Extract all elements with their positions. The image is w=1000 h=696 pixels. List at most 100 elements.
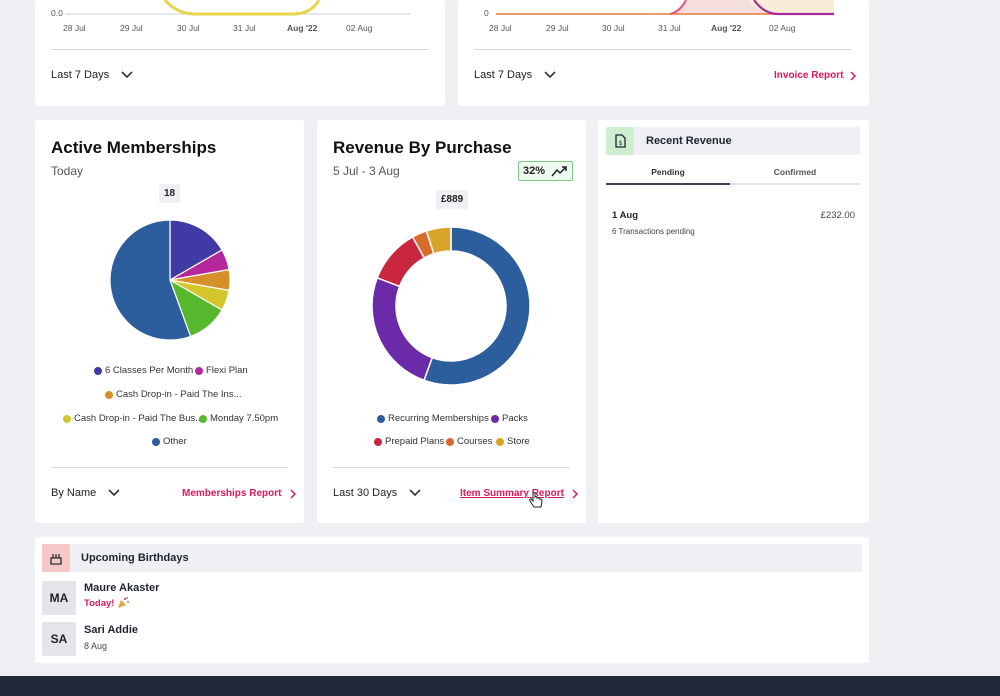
slice-packs[interactable] [372, 276, 434, 382]
x-axis-tick: 29 Jul [546, 23, 569, 33]
x-axis-tick: 30 Jul [177, 23, 200, 33]
birthday-when: Today! [84, 597, 130, 609]
chevron-right-icon [572, 488, 578, 499]
legend-item[interactable]: 6 Classes Per Month [94, 365, 193, 376]
birthday-name[interactable]: Maure Akaster [84, 582, 160, 594]
invoice-report-label: Invoice Report [774, 70, 844, 81]
x-axis-tick: 31 Jul [233, 23, 256, 33]
legend-swatch [496, 437, 504, 446]
hand-pointer-cursor-icon [529, 492, 543, 508]
legend-swatch [491, 414, 499, 423]
slice-store[interactable] [425, 227, 452, 255]
range-select-label: Last 30 Days [333, 487, 398, 499]
legend-swatch [374, 437, 382, 446]
chevron-down-icon [544, 71, 556, 79]
tab-confirmed[interactable]: Confirmed [730, 167, 860, 185]
recent-revenue-header [606, 127, 860, 155]
legend-label: Cash Drop-in - Paid The Ins... [116, 389, 242, 400]
y-axis-tick: 0 [484, 8, 489, 18]
active-memberships-card: Active Memberships Today 18 6 Classes Pe… [35, 120, 304, 523]
chevron-right-icon [850, 70, 857, 81]
recent-revenue-card: $ Recent Revenue Pending Confirmed 1 Aug… [598, 120, 869, 523]
growth-value: 32% [523, 165, 546, 177]
legend-item[interactable]: Packs [491, 413, 528, 424]
trend-up-icon [551, 165, 567, 176]
legend-swatch [377, 414, 385, 423]
revenue-by-purchase-card: Revenue By Purchase 5 Jul - 3 Aug 32% £8… [317, 120, 586, 523]
chevron-down-icon [409, 489, 421, 497]
range-select-label: Last 7 Days [51, 69, 110, 81]
chevron-right-icon [290, 488, 297, 499]
slice-other[interactable] [110, 220, 192, 340]
legend-item[interactable]: Recurring Memberships [377, 413, 489, 424]
legend-item[interactable]: Cash Drop-in - Paid The Bus... [63, 413, 203, 424]
sort-select[interactable]: By Name [51, 487, 120, 499]
total-badge: 18 [159, 184, 181, 203]
legend-label: 6 Classes Per Month [105, 365, 194, 376]
card-title: Revenue By Purchase [333, 138, 512, 157]
legend-label: Courses [457, 436, 493, 447]
birthday-when-label: Today! [84, 597, 115, 609]
birthdays-header [42, 544, 862, 572]
legend-label: Store [507, 436, 530, 447]
legend-item[interactable]: Flexi Plan [195, 365, 248, 376]
memberships-pie-chart [110, 220, 230, 340]
memberships-report-link[interactable]: Memberships Report [182, 488, 297, 499]
growth-badge: 32% [518, 161, 574, 181]
range-select[interactable]: Last 7 Days [51, 69, 133, 81]
legend-item[interactable]: Courses [446, 436, 492, 447]
slice-6-classes-per-month[interactable] [169, 220, 223, 282]
range-select[interactable]: Last 30 Days [333, 487, 421, 499]
legend-item[interactable]: Monday 7.50pm [199, 413, 278, 424]
memberships-report-label: Memberships Report [182, 488, 282, 499]
legend-label: Recurring Memberships [388, 413, 489, 424]
legend-item[interactable]: Cash Drop-in - Paid The Ins... [105, 389, 242, 400]
card-subtitle: Today [51, 164, 84, 178]
x-axis-tick: 29 Jul [120, 23, 143, 33]
svg-text:$: $ [618, 140, 622, 147]
invoice-icon: $ [606, 127, 634, 155]
legend-label: Cash Drop-in - Paid The Bus... [74, 413, 204, 424]
birthday-name[interactable]: Sari Addie [84, 624, 138, 636]
sort-select-label: By Name [51, 487, 97, 499]
card-title: Active Memberships [51, 138, 217, 157]
legend-label: Packs [502, 413, 528, 424]
chevron-down-icon [121, 71, 133, 79]
legend-label: Monday 7.50pm [210, 413, 279, 424]
tab-pending[interactable]: Pending [606, 167, 730, 185]
x-axis-tick: 30 Jul [602, 23, 625, 33]
revenue-entry-amount: £232.00 [820, 210, 855, 221]
legend-swatch [63, 414, 71, 423]
card-title: Upcoming Birthdays [81, 552, 189, 564]
card-title: Recent Revenue [646, 135, 732, 147]
legend-label: Flexi Plan [206, 365, 248, 376]
birthday-cake-icon [42, 544, 70, 572]
x-axis-tick: 02 Aug [769, 23, 796, 33]
birthday-when: 8 Aug [84, 641, 108, 651]
legend-item[interactable]: Prepaid Plans [374, 436, 444, 447]
revenue-entry-detail: 6 Transactions pending [612, 227, 695, 236]
item-summary-report-link[interactable]: Item Summary Report [460, 488, 578, 499]
legend-item[interactable]: Store [496, 436, 530, 447]
legend-swatch [446, 437, 454, 446]
total-badge: £889 [436, 190, 469, 209]
avatar: MA [42, 581, 76, 615]
range-select[interactable]: Last 7 Days [474, 69, 556, 81]
x-axis-tick: Aug '22 [287, 23, 318, 33]
invoice-card: 0 28 Jul 29 Jul 30 Jul 31 Jul Aug '22 02… [458, 0, 869, 106]
attendance-line-chart [65, 0, 411, 16]
x-axis-tick: 31 Jul [658, 23, 681, 33]
range-select-label: Last 7 Days [474, 69, 533, 81]
footer-bar [0, 676, 1000, 696]
slice-recurring-memberships[interactable] [423, 227, 530, 385]
chevron-down-icon [108, 489, 120, 497]
y-axis-tick: 0.0 [51, 8, 63, 18]
legend-item[interactable]: Other [152, 436, 187, 447]
party-popper-icon [118, 597, 130, 608]
x-axis-tick: Aug '22 [711, 23, 742, 33]
legend-swatch [152, 437, 160, 446]
revenue-donut-chart [372, 227, 530, 385]
legend-swatch [94, 366, 102, 375]
invoice-report-link[interactable]: Invoice Report [774, 70, 857, 81]
x-axis-tick: 28 Jul [489, 23, 512, 33]
